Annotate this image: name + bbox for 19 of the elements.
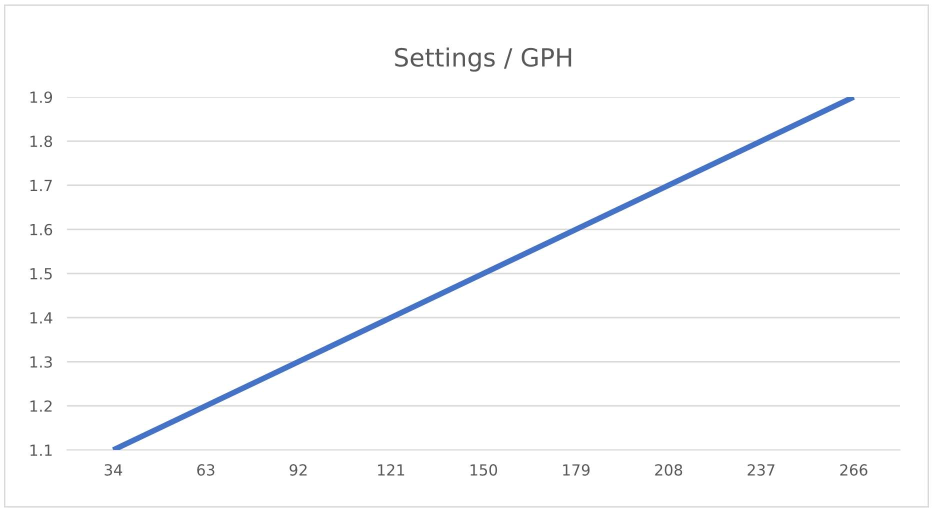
x-tick-label: 266 xyxy=(840,464,868,476)
y-tick-label: 1.6 xyxy=(30,224,52,236)
x-tick-label: 34 xyxy=(104,464,122,476)
x-tick-label: 150 xyxy=(470,464,498,476)
y-tick-label: 1.8 xyxy=(30,136,52,148)
y-tick-label: 1.5 xyxy=(30,268,52,280)
chart-title: Settings / GPH xyxy=(395,47,572,72)
x-tick-label: 208 xyxy=(655,464,682,476)
x-tick-label: 63 xyxy=(197,464,214,476)
x-tick-label: 121 xyxy=(378,464,404,476)
y-tick-label: 1.9 xyxy=(30,91,52,104)
x-tick-label: 92 xyxy=(290,464,307,476)
y-tick-label: 1.7 xyxy=(30,180,52,192)
y-tick-label: 1.2 xyxy=(30,400,52,412)
x-tick-label: 179 xyxy=(563,464,590,476)
y-tick-label: 1.4 xyxy=(30,312,52,324)
x-tick-label: 237 xyxy=(748,464,774,476)
y-tick-label: 1.1 xyxy=(30,444,52,456)
y-tick-label: 1.3 xyxy=(30,356,52,368)
